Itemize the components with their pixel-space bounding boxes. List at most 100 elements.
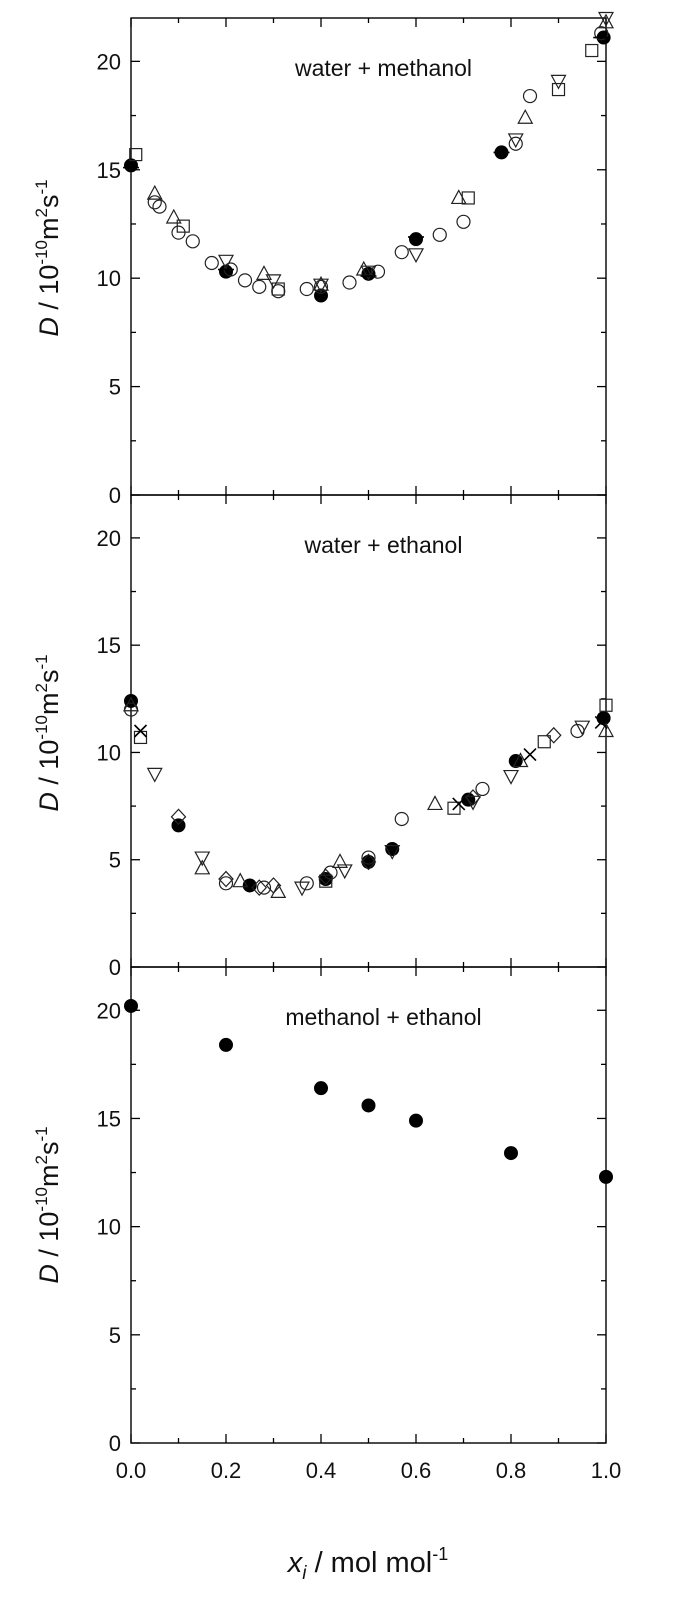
data-point (218, 870, 234, 888)
series-filled-circle (124, 998, 613, 1184)
panel-title: water + ethanol (304, 532, 463, 558)
data-point (475, 781, 490, 797)
data-point (299, 281, 314, 297)
data-point (508, 136, 523, 151)
panel-title: methanol + ethanol (285, 1004, 481, 1030)
series-cross (133, 715, 608, 811)
data-point (465, 789, 481, 806)
data-point (299, 876, 314, 891)
series-dash (123, 36, 610, 277)
data-point (336, 864, 353, 880)
data-point (456, 214, 471, 229)
x-tick-label: 0.4 (306, 1458, 337, 1483)
y-tick-label: 0 (109, 1431, 121, 1456)
data-point (464, 795, 482, 811)
data-point (597, 722, 615, 738)
ylabel-unit: m (34, 692, 64, 715)
data-point (129, 147, 143, 162)
series-open-diamond (170, 726, 562, 896)
data-point (574, 720, 591, 736)
ylabel-exp1: -10 (32, 1187, 51, 1212)
data-point (133, 724, 148, 738)
data-point (522, 88, 538, 104)
y-tick-label: 20 (97, 998, 121, 1023)
data-point (124, 158, 138, 173)
data-point (452, 797, 466, 811)
data-point (594, 715, 608, 729)
data-point (537, 735, 551, 749)
data-point (360, 265, 377, 281)
ylabel-unit2: s (34, 195, 64, 209)
data-point (545, 726, 562, 744)
data-point (507, 133, 524, 149)
data-point (502, 769, 520, 785)
panel-frame (130, 17, 607, 496)
series-open-circle (123, 702, 585, 895)
y-axis-label-bottom: D / 10-10m2s-1 (32, 1126, 64, 1283)
data-point (232, 872, 249, 888)
panel-water-ethanol: 0 5 10 15 20 water + ethanol (97, 494, 615, 980)
data-point (517, 108, 534, 124)
data-point (218, 876, 234, 891)
data-point (361, 1098, 376, 1113)
y-tick-label: 15 (97, 633, 121, 658)
ylabel-unit2: s (34, 670, 64, 684)
data-point (251, 879, 268, 896)
x-tick-label: 0.2 (211, 1458, 242, 1483)
y-axis-label-top: D / 10-10m2s-1 (32, 179, 64, 336)
data-point (504, 1146, 518, 1161)
data-point (370, 264, 386, 279)
data-point (146, 767, 163, 783)
ylabel-unit2: s (34, 1142, 64, 1156)
x-tick-label: 0.8 (496, 1458, 527, 1483)
data-point (312, 275, 330, 291)
data-point (317, 868, 334, 886)
data-point (165, 208, 182, 224)
panel-methanol-ethanol: 0 5 10 15 20 0.0 0.2 0.4 0.6 0.8 1.0 methanol + eth… (97, 966, 622, 1483)
ylabel-exp3: -1 (32, 654, 51, 669)
data-point (599, 698, 613, 712)
y-tick-label: 5 (109, 848, 121, 873)
data-point (122, 696, 140, 712)
y-tick-label: 0 (109, 483, 121, 508)
y-axis-label-middle: D / 10-10m2s-1 (32, 654, 64, 811)
data-point (597, 13, 615, 29)
ylabel-mid: / 10 (34, 265, 64, 318)
data-point (394, 245, 409, 260)
ylabel-var: D (34, 792, 64, 812)
ylabel-var: D (34, 1264, 64, 1284)
data-point (312, 278, 330, 294)
y-tick-label: 10 (97, 266, 121, 291)
data-point (355, 260, 372, 276)
data-point (256, 880, 272, 895)
y-tick-label: 10 (97, 1215, 121, 1240)
ylabel-exp2: 2 (32, 208, 51, 217)
data-point (217, 254, 235, 270)
series-open-triangle-up (122, 696, 615, 899)
y-tick-label: 15 (97, 158, 121, 183)
data-point (152, 199, 167, 214)
x-tick-label: 0.0 (116, 1458, 147, 1483)
panels-layer: 0 5 10 15 20 water + methanol 0 5 10 15 20 water + … (97, 11, 622, 1483)
data-point (147, 195, 162, 210)
data-point (426, 795, 444, 811)
data-point (271, 282, 285, 296)
data-point (596, 711, 611, 726)
ylabel-mid: / 10 (34, 740, 64, 793)
x-tick-label: 0.6 (401, 1458, 432, 1483)
ylabel-mid: / 10 (34, 1212, 64, 1265)
data-point (432, 227, 447, 242)
data-point (551, 82, 566, 97)
x-tick-label: 1.0 (591, 1458, 622, 1483)
ylabel-unit: m (34, 1164, 64, 1187)
data-point (409, 1113, 423, 1128)
data-point (185, 234, 200, 249)
data-point (146, 184, 163, 200)
data-point (585, 43, 599, 58)
data-point (194, 859, 211, 875)
xlabel-var: x (286, 1547, 304, 1579)
xlabel-rest: / mol mol (307, 1547, 433, 1579)
panel-frame (130, 494, 607, 968)
ylabel-unit: m (34, 217, 64, 240)
